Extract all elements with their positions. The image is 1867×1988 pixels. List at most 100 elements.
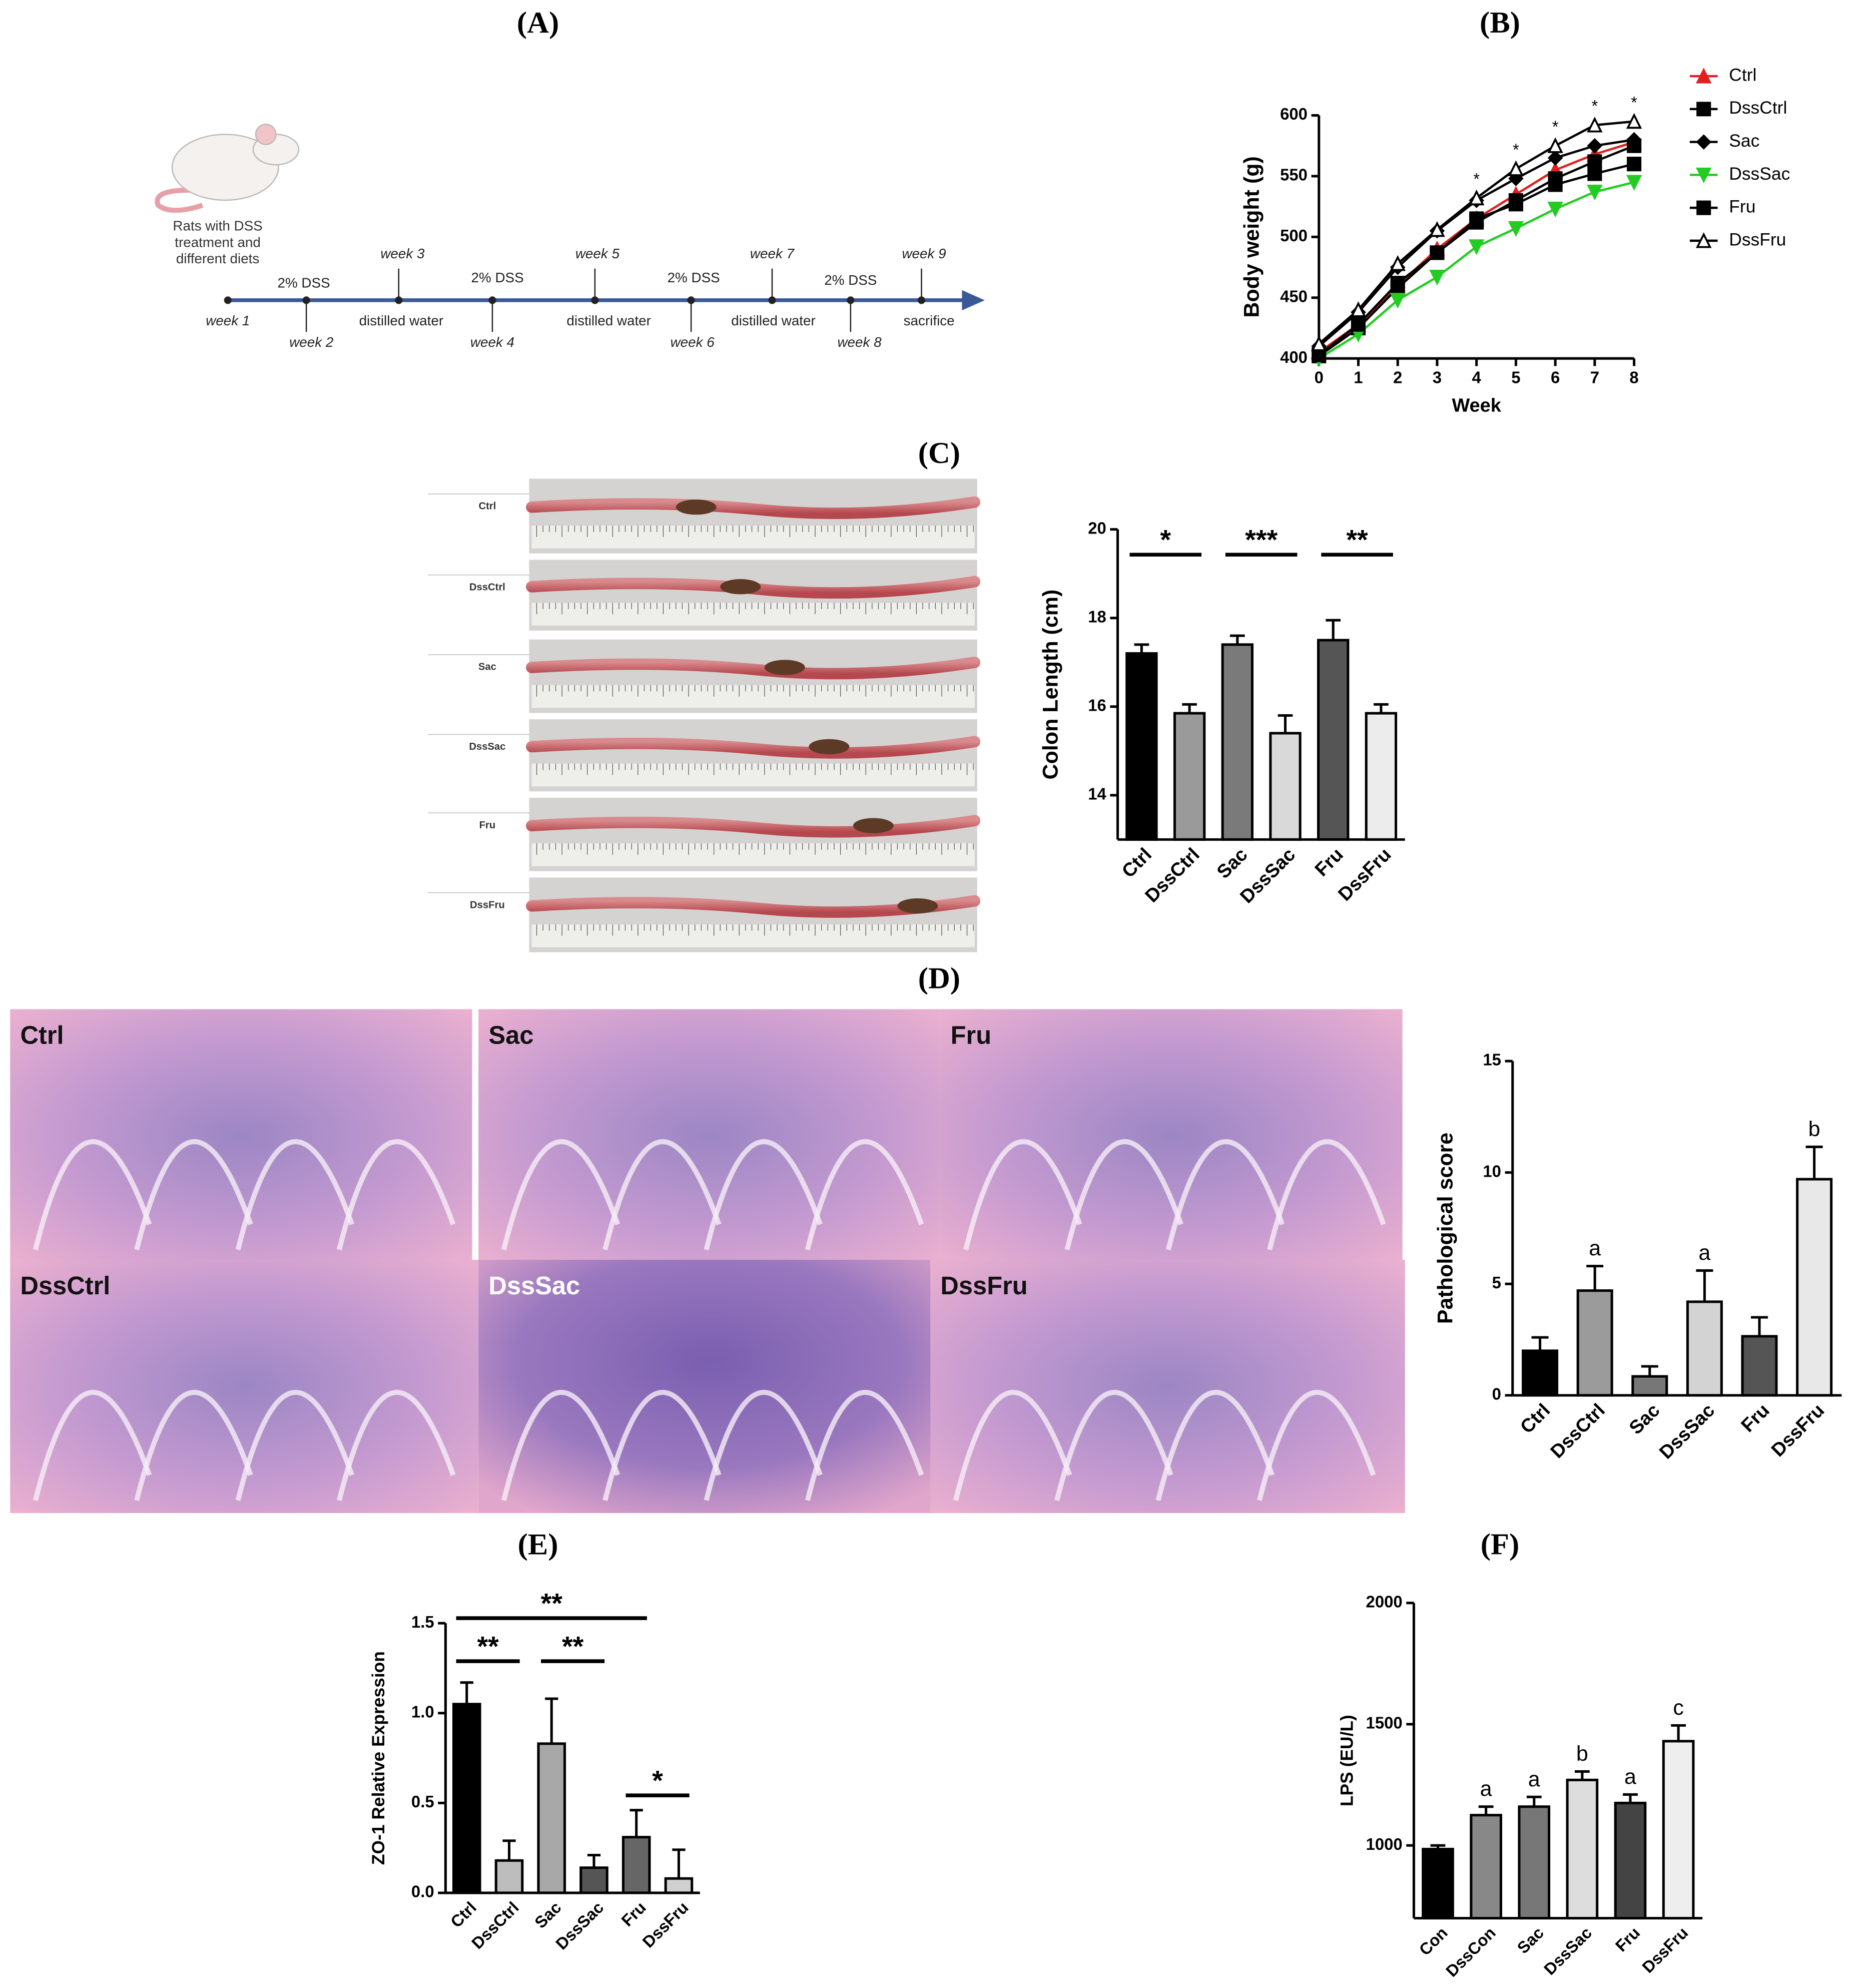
histology-fold: [704, 1139, 823, 1251]
colon-photo-label: DssCtrl: [469, 582, 505, 593]
x-tick-label: Fru: [1612, 1923, 1644, 1955]
timeline-node: [687, 296, 695, 304]
letter-label: a: [1480, 1777, 1492, 1801]
bar: [1614, 1801, 1647, 1920]
x-tick-label: 1: [1354, 368, 1363, 386]
marker: [1468, 189, 1485, 206]
colon-tissue: [526, 736, 981, 759]
histology-fold: [1054, 1390, 1173, 1502]
x-tick-label: Sac: [1513, 1923, 1547, 1957]
bar: [1125, 652, 1158, 841]
photo-ruler: [531, 924, 975, 947]
x-tick-label: DssCon: [1442, 1923, 1499, 1980]
x-tick-label: Fru: [617, 1898, 650, 1930]
annotation: *: [1473, 170, 1480, 188]
y-tick-label: 10: [1483, 1162, 1501, 1180]
bar: [1173, 712, 1206, 841]
y-tick-label: 0.0: [411, 1882, 434, 1901]
legend-label: DssCtrl: [1729, 98, 1787, 118]
bar: [1269, 732, 1302, 841]
panel-label: (E): [518, 1528, 558, 1561]
error-bar: [587, 1853, 601, 1868]
error-bar: [1134, 643, 1149, 654]
bar: [1317, 639, 1350, 841]
timeline-above: week 3: [380, 246, 425, 261]
significance-label: **: [477, 1631, 499, 1662]
annotation: *: [1631, 93, 1637, 112]
timeline-node: [302, 296, 310, 304]
colon-content: [676, 500, 717, 515]
histology-label: DssSac: [488, 1271, 580, 1300]
timeline-intro: different diets: [176, 251, 259, 266]
photo-ruler: [531, 843, 975, 866]
colon-photo-label: Ctrl: [478, 501, 496, 512]
bar: [1631, 1375, 1668, 1397]
colon-photo-label: Fru: [479, 820, 496, 831]
timeline-node: [847, 296, 855, 304]
marker: [1547, 137, 1563, 153]
legend-marker: [1696, 200, 1711, 215]
legend-marker: [1695, 68, 1712, 84]
error-bar: [1531, 1336, 1549, 1351]
marker: [1548, 177, 1563, 192]
marker: [1626, 132, 1642, 148]
x-tick-label: DssFru: [639, 1898, 692, 1951]
y-tick-label: 2000: [1366, 1592, 1403, 1611]
histology-fold: [501, 1390, 620, 1502]
bar: [621, 1836, 651, 1894]
x-tick-label: DssFru: [1334, 844, 1395, 905]
error-bar: [1671, 1724, 1686, 1741]
error-bar: [1586, 1265, 1604, 1291]
marker: [1468, 239, 1485, 255]
y-tick-label: 550: [1280, 166, 1308, 184]
y-tick-label: 1500: [1366, 1714, 1403, 1732]
timeline-above: week 7: [750, 246, 795, 261]
series-line: [1318, 181, 1635, 360]
x-tick-label: 2: [1393, 368, 1402, 386]
marker: [1429, 221, 1445, 237]
timeline-above: week 9: [902, 246, 946, 261]
legend-label: Fru: [1729, 197, 1755, 217]
x-tick-label: 4: [1472, 368, 1482, 386]
photo-ruler: [531, 685, 975, 708]
x-tick-label: 5: [1511, 368, 1520, 386]
x-tick-label: Ctrl: [447, 1898, 480, 1931]
bar: [664, 1877, 694, 1894]
panel-label: (B): [1480, 6, 1520, 40]
bar: [1365, 712, 1398, 841]
error-bar: [1430, 1844, 1446, 1849]
x-tick-label: 0: [1315, 368, 1324, 386]
significance-label: *: [1160, 525, 1171, 556]
colon-content: [897, 898, 938, 914]
marker: [1390, 255, 1406, 271]
y-tick-label: 0.5: [411, 1792, 434, 1811]
timeline-below: sacrifice: [904, 313, 955, 328]
y-tick-label: 18: [1088, 607, 1106, 626]
error-bar: [1526, 1795, 1542, 1807]
panel-label: (A): [517, 6, 559, 40]
x-tick-label: Sac: [531, 1898, 565, 1932]
marker: [1469, 211, 1484, 226]
x-tick-label: Sac: [1625, 1400, 1664, 1438]
bar: [494, 1859, 524, 1894]
marker: [1350, 301, 1367, 317]
bar: [537, 1742, 566, 1894]
x-axis-label: Week: [1452, 395, 1501, 416]
marker: [1390, 276, 1405, 291]
bar: [1576, 1289, 1613, 1397]
x-tick-label: 3: [1433, 368, 1442, 386]
panel-label: (F): [1481, 1528, 1520, 1561]
y-axis-label: ZO-1 Relative Expression: [368, 1651, 388, 1865]
photo-ruler: [531, 603, 975, 626]
x-tick-label: DssFru: [1638, 1923, 1691, 1976]
marker: [1351, 317, 1366, 332]
significance-label: **: [562, 1631, 584, 1662]
annotation: *: [1513, 141, 1519, 159]
rat-tail: [155, 187, 204, 213]
letter-label: a: [1528, 1767, 1540, 1791]
annotation: *: [1552, 118, 1559, 136]
histology-label: Fru: [951, 1021, 991, 1049]
significance-label: *: [652, 1765, 663, 1796]
y-tick-label: 5: [1492, 1273, 1501, 1292]
histology-label: Sac: [488, 1021, 533, 1049]
